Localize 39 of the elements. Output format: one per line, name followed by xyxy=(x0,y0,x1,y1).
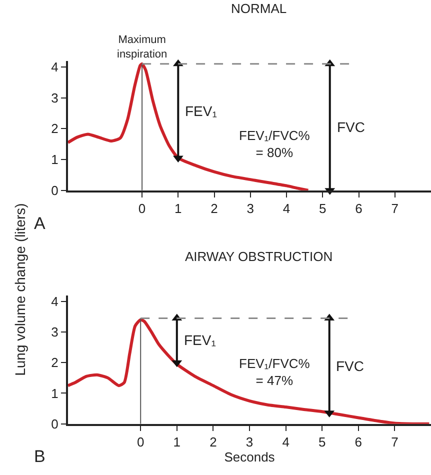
x-tick-label: 7 xyxy=(391,200,398,216)
chart-title: NORMAL xyxy=(231,1,287,16)
y-tick-label: 1 xyxy=(51,152,58,168)
text: A xyxy=(34,214,46,233)
x-tick-label: 0 xyxy=(138,200,146,216)
y-tick-label: 3 xyxy=(51,324,58,340)
x-tick-label: 0 xyxy=(136,434,144,450)
x-tick-label: 6 xyxy=(354,434,362,450)
x-tick-label: 3 xyxy=(246,434,254,450)
chart-title: AIRWAY OBSTRUCTION xyxy=(185,249,333,264)
x-tick-label: 1 xyxy=(174,200,182,216)
x-axis-title: Seconds xyxy=(224,449,276,464)
x-tick-label: 1 xyxy=(173,434,181,450)
x-tick-label: 5 xyxy=(319,200,326,216)
annotation: Maximum inspiration xyxy=(117,34,168,60)
x-tick-label: 4 xyxy=(282,434,290,450)
x-tick-label: 2 xyxy=(210,434,217,450)
series-label: FEV₁ xyxy=(184,332,216,348)
series-label: FEV₁ xyxy=(185,103,218,119)
series-label: FVC xyxy=(337,119,365,135)
x-tick-label: 4 xyxy=(282,200,290,216)
y-tick-label: 0 xyxy=(51,416,58,432)
y-axis-title: Lung volume change (liters) xyxy=(12,203,28,376)
y-tick-label: 4 xyxy=(51,60,58,75)
annotation: FEV₁/FVC% = 47% xyxy=(239,356,310,388)
annotation: FEV₁/FVC% = 80% xyxy=(239,128,310,160)
y-tick-label: 1 xyxy=(51,386,58,401)
x-tick-label: 7 xyxy=(391,434,398,450)
text: B xyxy=(34,447,46,466)
y-tick-label: 0 xyxy=(51,182,58,198)
x-tick-label: 3 xyxy=(246,200,254,216)
x-tick-label: 6 xyxy=(355,200,362,216)
y-tick-label: 2 xyxy=(51,355,58,370)
series-label: FVC xyxy=(336,358,364,374)
y-tick-label: 2 xyxy=(51,121,58,136)
x-tick-label: 2 xyxy=(210,200,218,216)
x-tick-label: 5 xyxy=(318,434,326,450)
y-tick-label: 4 xyxy=(51,294,58,309)
y-tick-label: 3 xyxy=(51,90,58,106)
